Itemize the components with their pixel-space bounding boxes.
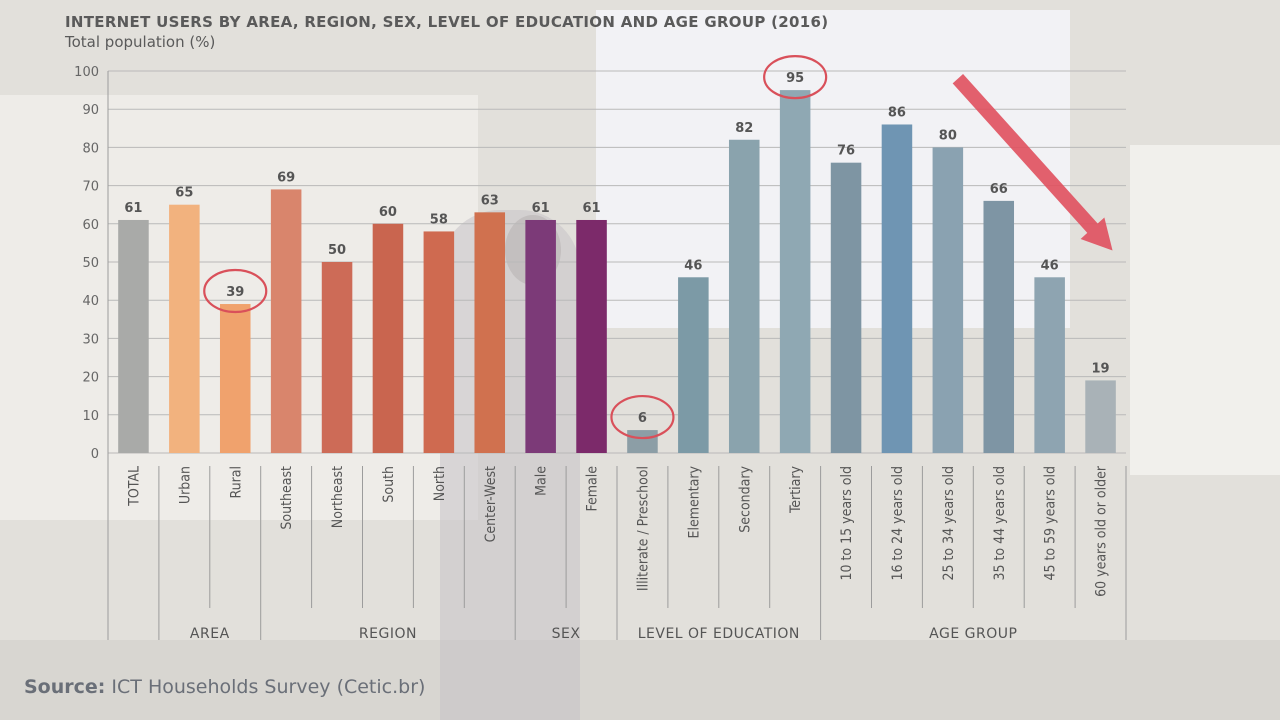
y-tick-label-90: 90 xyxy=(82,103,99,118)
y-tick-label-0: 0 xyxy=(91,447,99,462)
category-label-south: South xyxy=(381,466,397,503)
value-label-north: 58 xyxy=(430,212,448,227)
category-label-rural: Rural xyxy=(228,466,244,499)
bar-45-to-59-years-old xyxy=(1034,277,1065,453)
chart-subtitle: Total population (%) xyxy=(64,33,215,51)
category-label-16-to-24-years-old: 16 to 24 years old xyxy=(890,466,906,581)
chart-title: INTERNET USERS BY AREA, REGION, SEX, LEV… xyxy=(65,13,828,31)
value-label-urban: 65 xyxy=(175,186,193,201)
y-tick-label-70: 70 xyxy=(82,180,99,195)
value-label-35-to-44-years-old: 66 xyxy=(990,182,1008,197)
source-label: Source: xyxy=(24,676,106,698)
highlight-circle-tertiary xyxy=(763,54,828,100)
bar-25-to-34-years-old xyxy=(932,147,964,453)
category-label-45-to-59-years-old: 45 to 59 years old xyxy=(1043,466,1059,581)
bar-north xyxy=(423,231,455,453)
category-label-male: Male xyxy=(534,466,550,496)
gridlines xyxy=(108,70,1126,454)
category-label-tertiary: Tertiary xyxy=(788,465,804,514)
bar-male xyxy=(525,219,556,453)
highlight-circle-illiterate-preschool xyxy=(610,394,675,440)
value-label-elementary: 46 xyxy=(684,258,702,273)
bar-center-west xyxy=(474,212,506,453)
value-label-secondary: 82 xyxy=(735,121,753,136)
y-tick-label-80: 80 xyxy=(82,141,99,156)
category-label-northeast: Northeast xyxy=(330,466,346,528)
category-label-secondary: Secondary xyxy=(737,465,753,532)
value-label-south: 60 xyxy=(379,205,397,220)
group-label-level-of-education: LEVEL OF EDUCATION xyxy=(638,626,800,642)
value-label-center-west: 63 xyxy=(481,193,499,208)
category-label-60-years-old-or-older: 60 years old or older xyxy=(1094,465,1110,597)
y-tick-label-10: 10 xyxy=(82,409,99,424)
y-tick-label-40: 40 xyxy=(82,294,99,309)
value-label-10-to-15-years-old: 76 xyxy=(837,144,855,159)
group-labels: AREA REGION SEX LEVEL OF EDUCATION AGE GROUP xyxy=(158,466,1127,642)
bar-total xyxy=(118,219,149,453)
group-label-area: AREA xyxy=(190,626,230,642)
bar-secondary xyxy=(728,139,760,453)
presenter-silhouette xyxy=(440,210,580,720)
category-label-illiterate-preschool: Illiterate / Preschool xyxy=(635,466,651,591)
bar-16-to-24-years-old xyxy=(881,124,913,453)
value-label-male: 61 xyxy=(532,201,550,216)
value-label-southeast: 69 xyxy=(277,170,295,185)
y-tick-label-60: 60 xyxy=(82,218,99,233)
value-label-illiterate-preschool: 6 xyxy=(638,411,647,426)
y-tick-label-50: 50 xyxy=(82,256,99,271)
bar-urban xyxy=(169,204,200,453)
category-label-25-to-34-years-old: 25 to 34 years old xyxy=(941,466,957,581)
y-tick-label-100: 100 xyxy=(74,65,99,80)
bar-illiterate-preschool xyxy=(627,430,658,453)
source-text: ICT Households Survey (Cetic.br) xyxy=(105,676,426,698)
group-label-age-group: AGE GROUP xyxy=(929,626,1017,642)
highlight-circle-rural xyxy=(203,268,268,314)
category-label-35-to-44-years-old: 35 to 44 years old xyxy=(992,466,1008,581)
bar-female xyxy=(576,219,607,453)
bar-tertiary xyxy=(779,90,811,453)
category-label-north: North xyxy=(432,466,448,501)
bar-35-to-44-years-old xyxy=(983,200,1015,453)
value-label-16-to-24-years-old: 86 xyxy=(888,105,906,120)
group-label-sex: SEX xyxy=(552,626,581,642)
category-label-southeast: Southeast xyxy=(279,466,295,530)
category-label-female: Female xyxy=(585,466,601,512)
bar-elementary xyxy=(678,277,709,453)
y-tick-label-30: 30 xyxy=(82,332,99,347)
y-tick-label-20: 20 xyxy=(82,371,99,386)
value-label-25-to-34-years-old: 80 xyxy=(939,128,957,143)
value-label-northeast: 50 xyxy=(328,243,346,258)
source-note: Source: ICT Households Survey (Cetic.br) xyxy=(24,676,425,698)
category-label-elementary: Elementary xyxy=(686,465,702,538)
value-labels: 61 65 39 69 50 60 58 63 61 61 6 46 82 95 76 86 80 66 46 19 xyxy=(124,71,1109,426)
value-label-45-to-59-years-old: 46 xyxy=(1041,258,1059,273)
category-label-urban: Urban xyxy=(177,466,193,504)
y-axis: 0 10 20 30 40 50 60 70 80 90 100 xyxy=(74,65,109,640)
bar-southeast xyxy=(270,189,302,454)
group-label-region: REGION xyxy=(359,626,417,642)
value-label-total: 61 xyxy=(124,201,142,216)
category-labels: TOTAL Urban Rural Southeast Northeast South No… xyxy=(126,465,1109,597)
category-label-total: TOTAL xyxy=(126,466,142,507)
bar-south xyxy=(372,223,404,453)
trend-arrow-icon xyxy=(952,73,1113,251)
value-label-60-years-old-or-older: 19 xyxy=(1092,361,1110,376)
bar-northeast xyxy=(321,262,353,453)
bar-10-to-15-years-old xyxy=(830,162,862,453)
highlight-circles xyxy=(203,54,828,440)
trend-arrow-shape xyxy=(952,73,1113,251)
floor xyxy=(0,640,1280,720)
bars xyxy=(118,90,1116,454)
category-label-10-to-15-years-old: 10 to 15 years old xyxy=(839,466,855,581)
bar-rural xyxy=(219,304,251,453)
whiteboard-right xyxy=(1130,145,1280,475)
category-label-center-west: Center-West xyxy=(483,466,499,542)
bar-60-years-old-or-older xyxy=(1085,380,1116,453)
value-label-tertiary: 95 xyxy=(786,71,804,86)
value-label-female: 61 xyxy=(583,201,601,216)
value-label-rural: 39 xyxy=(226,285,244,300)
